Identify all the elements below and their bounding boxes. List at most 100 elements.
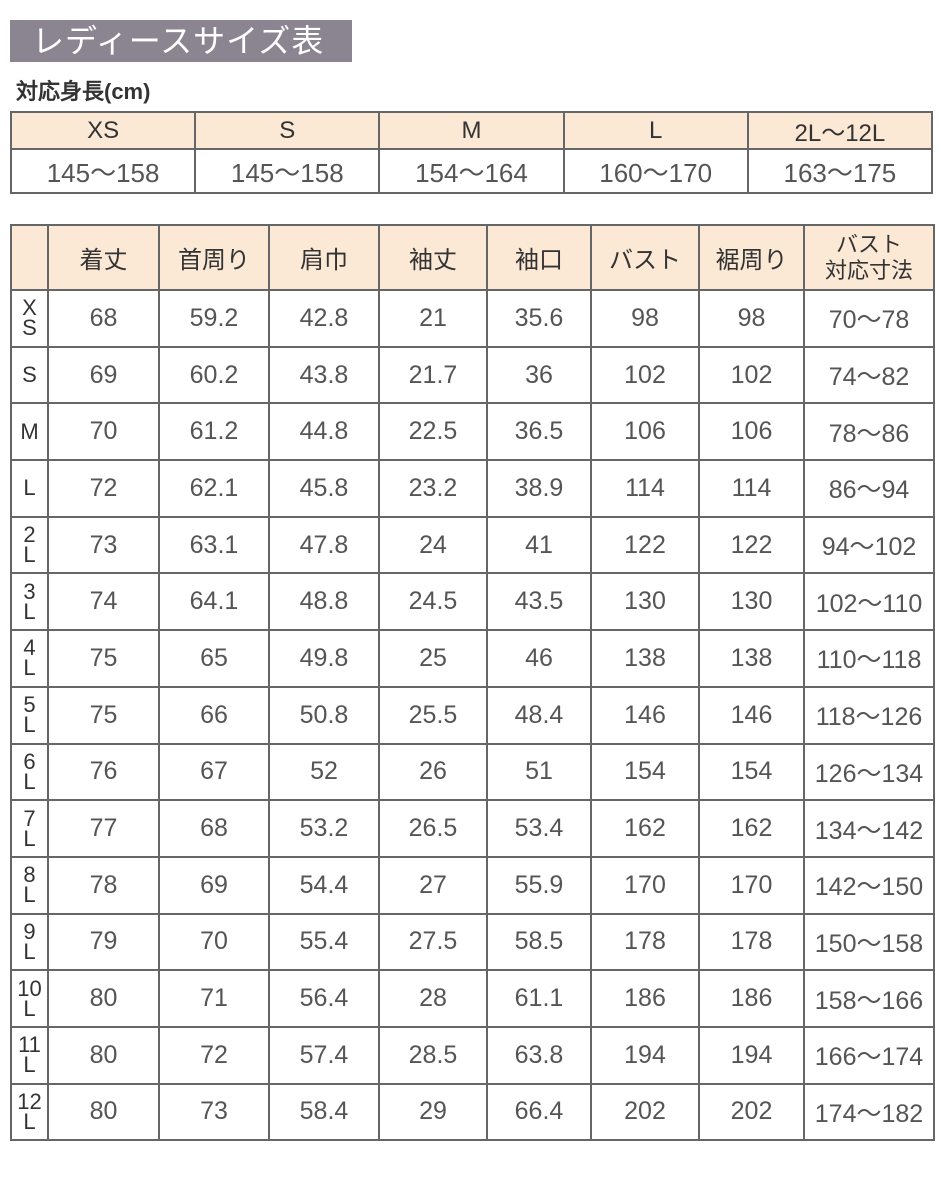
measurement-cell: 26 xyxy=(378,742,488,802)
height-range-cell: 163〜175 xyxy=(746,148,934,194)
measurement-cell: 102 xyxy=(698,345,805,405)
measurement-cell: 110〜118 xyxy=(803,629,935,688)
measurement-cell: 154 xyxy=(698,742,805,802)
measurement-cell: 68 xyxy=(47,289,160,348)
measurement-cell: 142〜150 xyxy=(803,855,935,915)
measurement-cell: 130 xyxy=(590,572,700,632)
measurement-cell: 52 xyxy=(268,742,380,802)
measurement-cell: 75 xyxy=(47,685,160,745)
measurement-cell: 98 xyxy=(590,289,700,348)
measurement-cell: 122 xyxy=(590,515,700,575)
measurement-cell: 78 xyxy=(47,855,160,915)
measurement-cell: 106 xyxy=(590,402,700,462)
measurement-cell: 61.2 xyxy=(158,402,270,462)
measurement-cell: 194 xyxy=(698,1025,805,1085)
column-header: 着丈 xyxy=(47,224,160,291)
measurement-cell: 44.8 xyxy=(268,402,380,462)
measurement-cell: 72 xyxy=(47,459,160,518)
size-label-cell: X S xyxy=(10,289,49,348)
measurement-cell: 22.5 xyxy=(378,402,488,462)
size-label-cell: 10 L xyxy=(10,969,49,1028)
measurement-cell: 46 xyxy=(486,629,592,688)
measurement-cell: 77 xyxy=(47,799,160,858)
measurement-cell: 29 xyxy=(378,1082,488,1142)
measurement-cell: 138 xyxy=(590,629,700,688)
size-label-cell: L xyxy=(10,459,49,518)
table-row: 8 L 78 69 54.4 27 55.9 170 170 142〜150 xyxy=(10,855,935,915)
measurement-cell: 42.8 xyxy=(268,289,380,348)
height-table-value-row: 145〜158 145〜158 154〜164 160〜170 163〜175 xyxy=(9,148,934,194)
measurement-cell: 54.4 xyxy=(268,855,380,915)
size-header: XS xyxy=(9,111,197,150)
measurement-cell: 47.8 xyxy=(268,515,380,575)
measurement-cell: 72 xyxy=(158,1025,270,1085)
measurement-cell: 24.5 xyxy=(378,572,488,632)
measurement-cell: 28 xyxy=(378,969,488,1028)
table-row: M 70 61.2 44.8 22.5 36.5 106 106 78〜86 xyxy=(10,402,935,462)
measurement-cell: 48.4 xyxy=(486,685,592,745)
size-label-cell: 6 L xyxy=(10,742,49,802)
measurement-cell: 58.4 xyxy=(268,1082,380,1142)
measurement-cell: 76 xyxy=(47,742,160,802)
measurement-cell: 26.5 xyxy=(378,799,488,858)
measurement-cell: 138 xyxy=(698,629,805,688)
measurement-cell: 146 xyxy=(590,685,700,745)
measurement-cell: 61.1 xyxy=(486,969,592,1028)
measurement-cell: 98 xyxy=(698,289,805,348)
measurement-cell: 102〜110 xyxy=(803,572,935,632)
measurement-cell: 53.4 xyxy=(486,799,592,858)
measurement-cell: 202 xyxy=(590,1082,700,1142)
measurement-cell: 25 xyxy=(378,629,488,688)
column-header: 肩巾 xyxy=(268,224,380,291)
measurement-cell: 73 xyxy=(158,1082,270,1142)
measurement-cell: 80 xyxy=(47,1082,160,1142)
measurement-cell: 56.4 xyxy=(268,969,380,1028)
measurement-cell: 38.9 xyxy=(486,459,592,518)
measurement-cell: 55.9 xyxy=(486,855,592,915)
measurement-cell: 71 xyxy=(158,969,270,1028)
size-label-cell: 11 L xyxy=(10,1025,49,1085)
height-table-header-row: XS S M L 2L〜12L xyxy=(9,111,934,150)
measurement-cell: 21.7 xyxy=(378,345,488,405)
measurement-cell: 70 xyxy=(158,912,270,972)
measurement-cell: 59.2 xyxy=(158,289,270,348)
measurement-cell: 86〜94 xyxy=(803,459,935,518)
size-label-cell: S xyxy=(10,345,49,405)
table-row: 2 L 73 63.1 47.8 24 41 122 122 94〜102 xyxy=(10,515,935,575)
measurement-cell: 186 xyxy=(590,969,700,1028)
measurement-cell: 74 xyxy=(47,572,160,632)
size-label-cell: M xyxy=(10,402,49,462)
measurement-cell: 57.4 xyxy=(268,1025,380,1085)
height-range-cell: 145〜158 xyxy=(9,148,197,194)
measurement-cell: 63.1 xyxy=(158,515,270,575)
measurement-cell: 158〜166 xyxy=(803,969,935,1028)
measurement-table: 着丈 首周り 肩巾 袖丈 袖口 バスト 裾周り バスト 対応寸法 X S 68 59.2 42.8 2… xyxy=(10,224,935,1142)
size-label-cell: 4 L xyxy=(10,629,49,688)
measurement-cell: 28.5 xyxy=(378,1025,488,1085)
measurement-cell: 68 xyxy=(158,799,270,858)
measurement-cell: 174〜182 xyxy=(803,1082,935,1142)
column-header: 袖丈 xyxy=(378,224,488,291)
measurement-cell: 60.2 xyxy=(158,345,270,405)
page-title: レディースサイズ表 xyxy=(10,20,352,62)
measurement-cell: 27 xyxy=(378,855,488,915)
measurement-cell: 64.1 xyxy=(158,572,270,632)
measurement-cell: 36.5 xyxy=(486,402,592,462)
measurement-cell: 134〜142 xyxy=(803,799,935,858)
measurement-cell: 74〜82 xyxy=(803,345,935,405)
measurement-cell: 162 xyxy=(698,799,805,858)
table-row: 5 L 75 66 50.8 25.5 48.4 146 146 118〜126 xyxy=(10,685,935,745)
measurement-cell: 50.8 xyxy=(268,685,380,745)
measurement-cell: 114 xyxy=(698,459,805,518)
measurement-cell: 43.5 xyxy=(486,572,592,632)
measurement-cell: 48.8 xyxy=(268,572,380,632)
table-row: 6 L 76 67 52 26 51 154 154 126〜134 xyxy=(10,742,935,802)
size-label-cell: 9 L xyxy=(10,912,49,972)
measurement-cell: 35.6 xyxy=(486,289,592,348)
height-range-cell: 160〜170 xyxy=(562,148,749,194)
height-range-cell: 145〜158 xyxy=(194,148,381,194)
measurement-cell: 102 xyxy=(590,345,700,405)
table-row: 7 L 77 68 53.2 26.5 53.4 162 162 134〜142 xyxy=(10,799,935,858)
size-label-cell: 2 L xyxy=(10,515,49,575)
measurement-cell: 166〜174 xyxy=(803,1025,935,1085)
